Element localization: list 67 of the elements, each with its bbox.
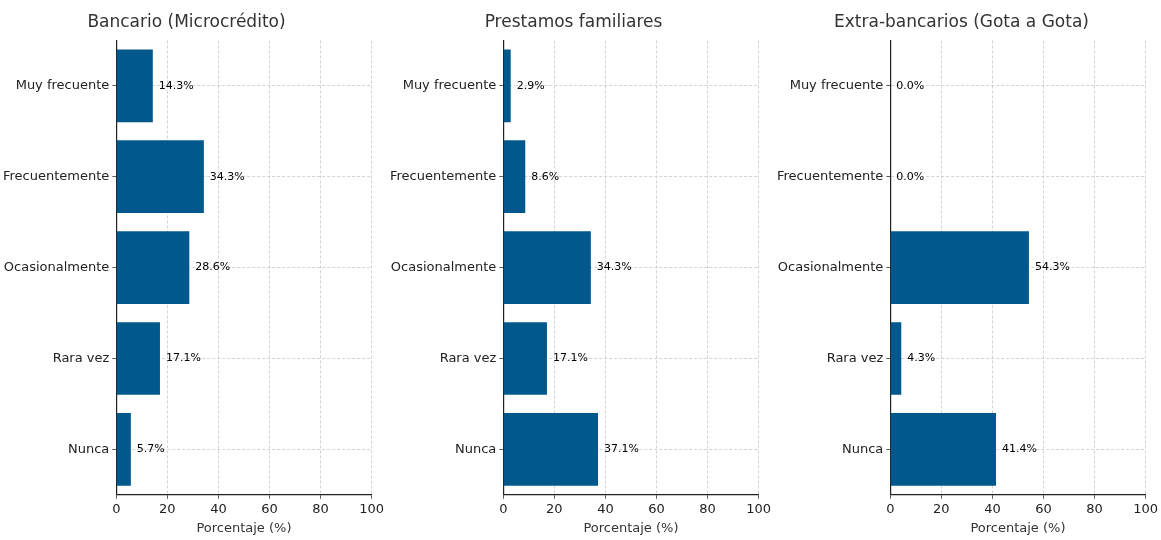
bar	[503, 413, 599, 486]
bar	[890, 413, 996, 486]
x-tick-label: 20	[159, 500, 176, 516]
data-label: 17.1%	[552, 351, 588, 365]
data-label: 28.6%	[195, 260, 231, 274]
bar	[890, 231, 1029, 304]
y-tick-label: Nunca	[454, 440, 497, 456]
x-tick-label: 60	[648, 500, 665, 516]
x-tick-label: 80	[312, 500, 329, 516]
data-label: 54.3%	[1034, 260, 1070, 274]
data-label: 14.3%	[158, 78, 194, 92]
x-axis-title: Porcentaje (%)	[583, 519, 679, 535]
data-label: 34.3%	[209, 169, 245, 183]
bar	[116, 49, 153, 123]
y-tick-label: Muy frecuente	[402, 77, 497, 93]
chart-title: Extra-bancarios (Gota a Gota)	[834, 10, 1089, 31]
bar	[116, 231, 190, 304]
x-tick-label: 0	[886, 500, 895, 516]
data-label: 8.6%	[531, 169, 560, 183]
x-tick-label: 100	[1133, 500, 1159, 516]
x-tick-label: 80	[1086, 500, 1103, 516]
x-tick-label: 60	[261, 500, 278, 516]
y-tick-label: Frecuentemente	[389, 168, 497, 184]
chart-title: Prestamos familiares	[484, 10, 663, 31]
y-tick-label: Nunca	[841, 440, 884, 456]
data-label: 37.1%	[604, 442, 639, 456]
x-axis-title: Porcentaje (%)	[970, 519, 1066, 535]
x-tick-label: 20	[933, 500, 950, 516]
y-tick-label: Ocasionalmente	[3, 258, 110, 274]
x-tick-label: 40	[597, 500, 614, 516]
bar	[503, 322, 547, 395]
y-tick-label: Frecuentemente	[776, 168, 884, 184]
bar	[503, 231, 591, 304]
bar	[503, 49, 511, 123]
bar	[116, 413, 131, 486]
data-label: 2.9%	[516, 78, 545, 92]
x-tick-label: 100	[359, 500, 385, 516]
x-tick-label: 20	[546, 500, 563, 516]
data-label: 0.0%	[896, 169, 925, 183]
data-label: 41.4%	[1001, 442, 1037, 456]
data-label: 17.1%	[165, 351, 201, 365]
y-tick-label: Muy frecuente	[15, 77, 110, 93]
bar	[116, 140, 204, 214]
y-tick-label: Ocasionalmente	[777, 258, 884, 274]
x-tick-label: 40	[984, 500, 1001, 516]
bar	[503, 140, 526, 214]
x-tick-label: 100	[746, 500, 772, 516]
x-tick-label: 80	[699, 500, 716, 516]
y-tick-label: Nunca	[67, 440, 110, 456]
x-tick-label: 0	[112, 500, 121, 516]
y-tick-label: Ocasionalmente	[390, 258, 497, 274]
y-tick-label: Rara vez	[52, 349, 110, 365]
y-tick-label: Rara vez	[826, 349, 884, 365]
data-label: 4.3%	[907, 351, 936, 365]
data-label: 5.7%	[136, 442, 165, 456]
x-tick-label: 40	[210, 500, 227, 516]
y-tick-label: Frecuentemente	[2, 168, 110, 184]
chart-title: Bancario (Microcrédito)	[87, 10, 286, 31]
bar	[890, 322, 902, 395]
data-label: 0.0%	[896, 78, 925, 92]
x-tick-label: 60	[1035, 500, 1052, 516]
y-tick-label: Muy frecuente	[789, 77, 884, 93]
y-tick-label: Rara vez	[439, 349, 497, 365]
x-tick-label: 0	[499, 500, 508, 516]
bar	[116, 322, 160, 395]
data-label: 34.3%	[596, 260, 632, 274]
x-axis-title: Porcentaje (%)	[196, 519, 292, 535]
